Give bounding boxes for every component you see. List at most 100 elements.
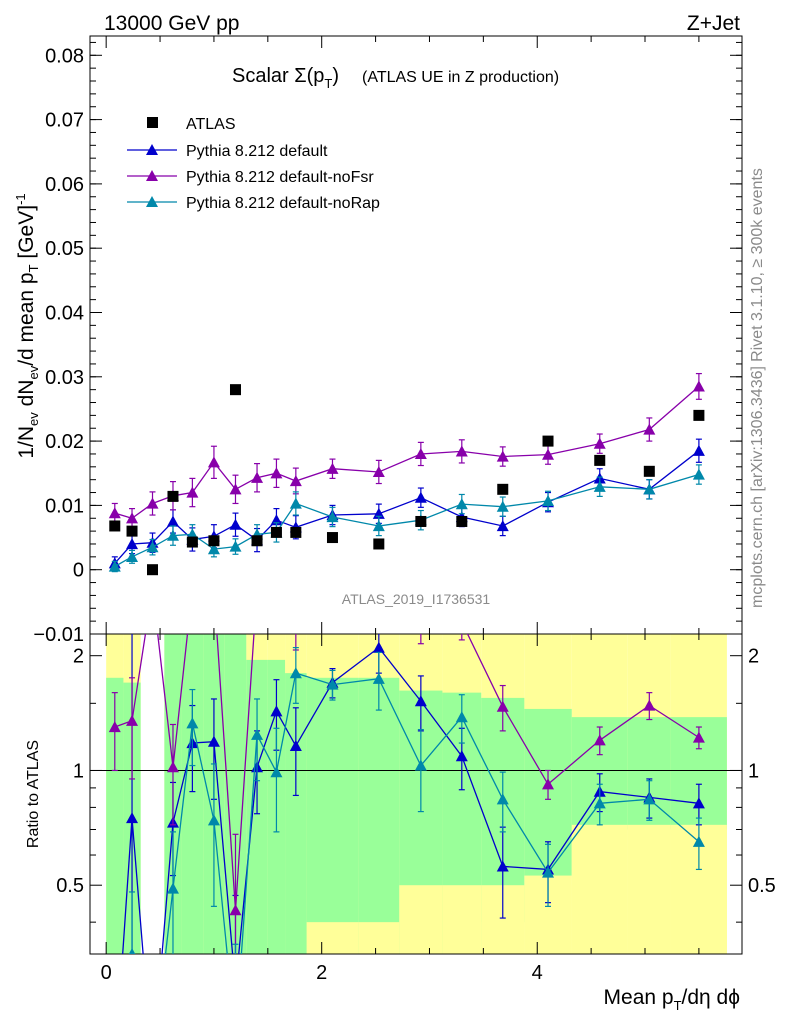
band-green xyxy=(106,677,124,954)
main-data xyxy=(108,372,705,576)
ratio-point-3 xyxy=(166,882,179,894)
ratio-point-3 xyxy=(455,711,468,723)
series-point-2 xyxy=(542,448,555,460)
atlas-point xyxy=(693,409,705,421)
series-point-2 xyxy=(455,445,468,457)
series-point-2 xyxy=(186,486,199,498)
y-tick-label: 0.07 xyxy=(45,110,84,132)
atlas-point xyxy=(497,483,509,495)
ratio-point-3 xyxy=(496,793,509,805)
series-point-2 xyxy=(372,465,385,478)
series-point-2 xyxy=(251,471,264,483)
y-tick-label: 0.04 xyxy=(45,302,84,324)
ylabel-g: [GeV] xyxy=(15,205,38,265)
series-point-3 xyxy=(372,519,385,532)
ratio-point-3 xyxy=(251,728,264,740)
title-end: ) xyxy=(332,65,339,87)
ylabel-b: ev xyxy=(26,412,41,426)
y-tick-label: 0.03 xyxy=(45,367,84,389)
ratio-point-2 xyxy=(229,904,242,916)
legend-atlas-marker xyxy=(147,117,158,128)
legend-s1-label: Pythia 8.212 default xyxy=(186,143,328,160)
ratio-point-3 xyxy=(643,793,656,805)
x-tick-label: 4 xyxy=(532,962,543,984)
header-left: 13000 GeV pp xyxy=(104,12,239,35)
legend: ATLAS Pythia 8.212 default Pythia 8.212 … xyxy=(127,116,380,212)
ylabel-e: /d mean p xyxy=(15,272,38,365)
band-green xyxy=(224,634,247,954)
atlas-point xyxy=(251,535,263,547)
series-point-3 xyxy=(289,497,302,509)
atlas-point xyxy=(270,526,282,538)
series-point-2 xyxy=(108,507,121,519)
header-right: Z+Jet xyxy=(687,12,740,35)
band-green xyxy=(306,677,359,954)
y-tick-label: 0.06 xyxy=(45,174,84,196)
ratio-point-3 xyxy=(207,814,220,826)
title-main: Scalar Σ(p xyxy=(232,65,324,87)
ratio-point-2 xyxy=(126,714,139,726)
ratio-point-1 xyxy=(270,705,283,717)
atlas-point xyxy=(542,435,554,447)
atlas-point xyxy=(326,532,338,544)
series-point-3 xyxy=(146,541,159,553)
main-axes: −0.01 0 0.01 0.02 0.03 0.04 0.05 0.06 0.07 0.08 xyxy=(33,36,742,646)
series-point-1 xyxy=(692,444,705,456)
atlas-point xyxy=(594,454,606,466)
ratio-point-2 xyxy=(692,731,705,743)
series-line-3 xyxy=(114,473,700,568)
ratio-point-1 xyxy=(692,797,705,809)
ylabel-a: 1/N xyxy=(15,426,38,459)
ratio-point-1 xyxy=(496,860,509,872)
series-point-2 xyxy=(207,456,220,468)
atlas-point xyxy=(109,520,121,532)
ratio-point-3 xyxy=(593,797,606,809)
ratio-point-2 xyxy=(643,699,656,711)
ratio-tick-label: 0.5 xyxy=(56,875,84,897)
ratio-tick-label-right: 1 xyxy=(748,760,759,782)
atlas-point xyxy=(208,535,220,547)
atlas-point xyxy=(415,515,427,527)
atlas-point xyxy=(126,525,138,537)
ratio-point-3 xyxy=(692,835,705,847)
title-sub: T xyxy=(324,76,332,91)
ratio-point-2 xyxy=(166,761,179,773)
ratio-point-2 xyxy=(542,778,555,790)
ratio-point-3 xyxy=(270,766,283,778)
legend-s1-marker xyxy=(146,144,158,155)
series-point-2 xyxy=(146,497,159,509)
ylabel-c: dN xyxy=(15,380,38,413)
band-yellow-low xyxy=(306,922,359,954)
series-point-1 xyxy=(414,491,427,503)
series-point-3 xyxy=(166,529,179,541)
band-yellow-low xyxy=(571,824,628,954)
title-note: (ATLAS UE in Z production) xyxy=(362,69,559,86)
atlas-point xyxy=(290,526,302,538)
mcplots-label: mcplots.cern.ch [arXiv:1306.3436] xyxy=(749,366,766,608)
series-point-3 xyxy=(496,500,509,512)
series-point-2 xyxy=(496,450,509,462)
band-yellow-low xyxy=(442,885,482,954)
series-point-2 xyxy=(414,447,427,460)
series-point-3 xyxy=(326,510,339,523)
series-point-1 xyxy=(126,537,139,550)
series-point-3 xyxy=(229,540,242,552)
y-tick-label: 0.05 xyxy=(45,238,84,260)
y-tick-label: 0.01 xyxy=(45,495,84,517)
legend-atlas-label: ATLAS xyxy=(186,116,236,133)
ratio-point-1 xyxy=(455,750,468,762)
ylabel-h: -1 xyxy=(13,193,28,205)
ratio-point-3 xyxy=(542,866,555,878)
y-tick-label: 0.08 xyxy=(45,45,84,67)
rivet-label: Rivet 3.1.10, ≥ 300k events xyxy=(749,168,766,362)
band-green xyxy=(285,673,307,954)
y-axis-label: 1/Nev dNev/d mean pT [GeV]-1 xyxy=(13,193,41,458)
ratio-point-2 xyxy=(593,734,606,746)
series-point-3 xyxy=(643,483,656,495)
chart-title: Scalar Σ(pT) xyxy=(232,65,339,91)
ratio-point-3 xyxy=(326,678,339,690)
series-point-2 xyxy=(270,467,283,479)
ratio-point-1 xyxy=(207,735,220,747)
series-point-1 xyxy=(166,515,179,527)
